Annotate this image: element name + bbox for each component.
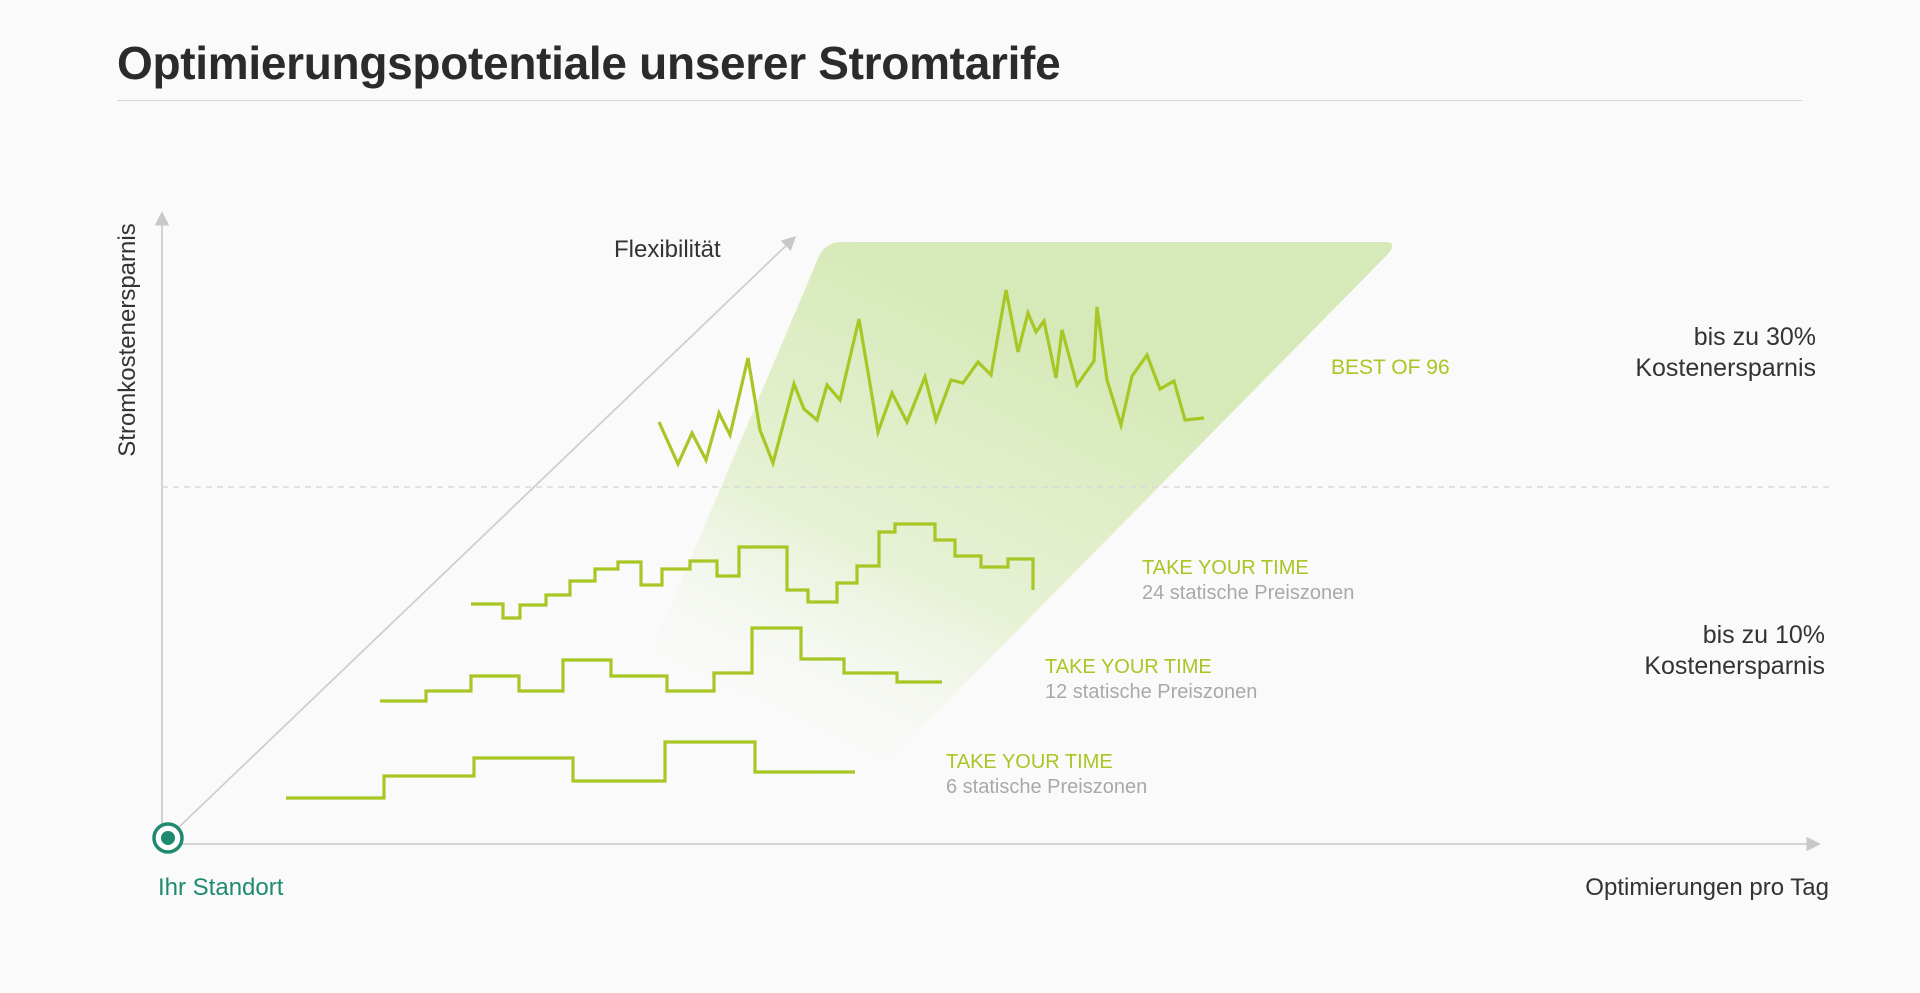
tariff-subtitle: 24 statische Preiszonen (1142, 582, 1355, 604)
tariff-label-best-of-96: BEST OF 96 (1331, 356, 1450, 379)
y-axis-label: Stromkostenersparnis (114, 223, 141, 457)
series-line-best-of-96 (657, 289, 1205, 469)
savings-low-line1: bis zu 10% (1702, 621, 1825, 649)
title-divider (117, 100, 1802, 101)
flexibility-axis (177, 236, 797, 829)
flexibility-band (600, 242, 1393, 772)
tariff-name: TAKE YOUR TIME (946, 751, 1113, 773)
savings-high-label: bis zu 30% Kostenersparnis (1635, 322, 1816, 384)
savings-high-line2: Kostenersparnis (1635, 354, 1816, 382)
tariff-name: TAKE YOUR TIME (1142, 557, 1309, 579)
series-line-24-zones (471, 522, 1035, 620)
tariff-name: TAKE YOUR TIME (1045, 656, 1212, 678)
origin-marker-icon (152, 822, 184, 854)
tariff-label-12-zones: TAKE YOUR TIME 12 statische Preiszonen (1045, 655, 1257, 705)
page-title: Optimierungspotentiale unserer Stromtari… (117, 37, 1061, 89)
savings-high-line1: bis zu 30% (1693, 323, 1816, 351)
flexibility-axis-label: Flexibilität (614, 236, 721, 263)
tariff-label-6-zones: TAKE YOUR TIME 6 statische Preiszonen (946, 750, 1147, 800)
series-line-6-zones (286, 740, 855, 800)
tariff-label-24-zones: TAKE YOUR TIME 24 statische Preiszonen (1142, 556, 1354, 606)
tariff-subtitle: 12 statische Preiszonen (1045, 681, 1258, 703)
series-line-12-zones (380, 626, 942, 703)
savings-low-line2: Kostenersparnis (1644, 652, 1825, 680)
savings-low-label: bis zu 10% Kostenersparnis (1644, 620, 1825, 682)
origin-label: Ihr Standort (158, 874, 284, 901)
x-axis-label: Optimierungen pro Tag (1585, 874, 1829, 901)
tariff-subtitle: 6 statische Preiszonen (946, 776, 1148, 798)
